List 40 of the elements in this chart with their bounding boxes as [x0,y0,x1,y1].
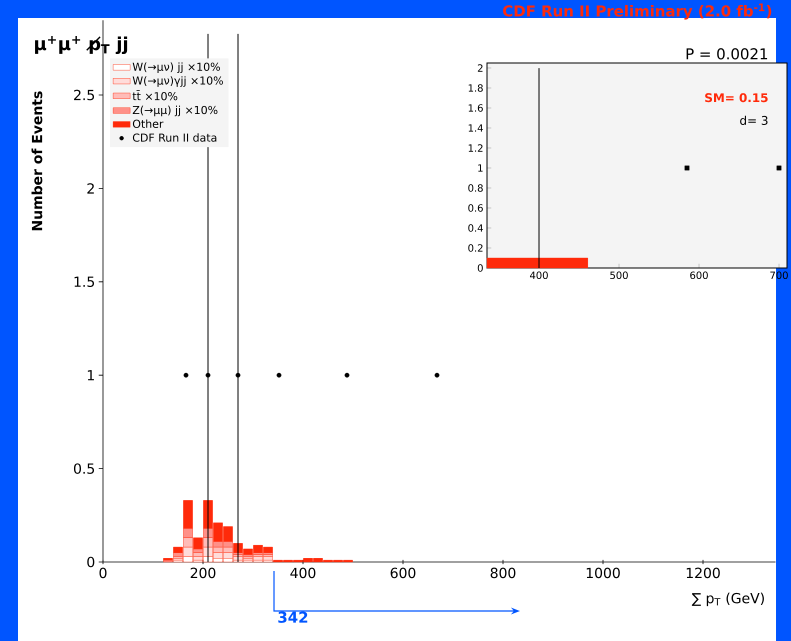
x-tick-label: 200 [190,568,216,578]
x-tick-label: 1000 [586,568,620,578]
y-tick-label: 0.8 [468,184,483,192]
y-tick-label: 1.4 [468,124,483,132]
x-tick-label: 0 [99,568,107,578]
y-tick-label: 2.5 [74,90,94,100]
annotation: d= 3 [740,116,768,125]
y-tick-label: 1.8 [468,84,483,92]
x-tick-label: 600 [390,568,416,578]
legend-label: W(→μν) jj ×10% [132,62,220,74]
y-tick-label: 0.5 [74,463,94,474]
y-axis-title: Number of Events [32,91,42,230]
y-tick-label: 1.5 [74,276,94,287]
annotation: SM= 0.15 [705,93,768,102]
legend-label: Z(→μμ) jj ×10% [132,106,218,116]
y-tick-label: 2 [478,64,482,72]
x-tick-label: 1200 [686,568,720,578]
x-tick-label: 800 [490,568,516,578]
legend-label: W(→μν)γjj ×10% [132,76,223,87]
y-tick-label: 1 [88,370,94,380]
y-tick-label: 1 [478,164,483,172]
x-tick-label: 400 [530,272,548,280]
x-tick-label: 600 [690,272,708,280]
chart-subtitle: CDF Run II Preliminary (2.0 fb$^{-1}$) [503,4,772,20]
y-tick-label: 1.6 [468,104,483,112]
annotation: P = 0.0021 [686,48,768,60]
x-tick-label: 500 [610,272,628,280]
y-tick-label: 2 [87,183,94,194]
y-tick-label: 0 [478,264,483,272]
y-tick-label: 0.6 [468,204,483,212]
y-tick-label: 1.2 [468,144,482,152]
legend-label: CDF Run II data [132,133,216,142]
x-tick-label: 400 [290,568,316,578]
legend-label: Other [132,119,164,128]
y-tick-label: 0 [87,556,94,568]
text: 342 [278,612,308,623]
legend-label: tt̄ ×10% [132,90,178,100]
x-axis-title: ∑ p$_{T}$ (GeV) [692,592,764,606]
y-tick-label: 0.2 [468,244,482,252]
y-tick-label: 0.4 [468,224,483,232]
